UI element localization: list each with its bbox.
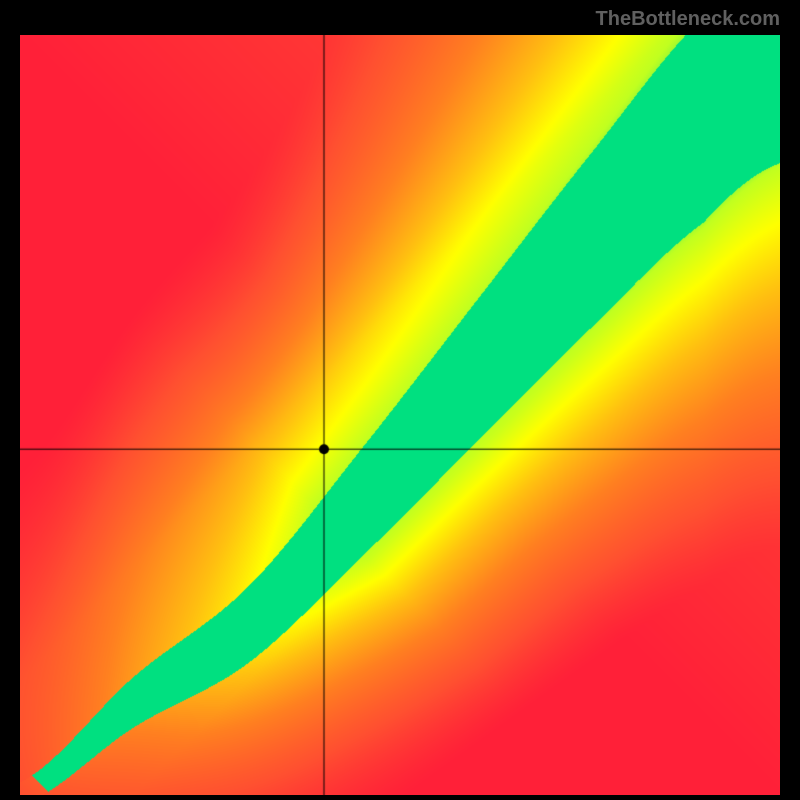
watermark-text: TheBottleneck.com [596,8,780,31]
bottleneck-heatmap [20,35,780,795]
